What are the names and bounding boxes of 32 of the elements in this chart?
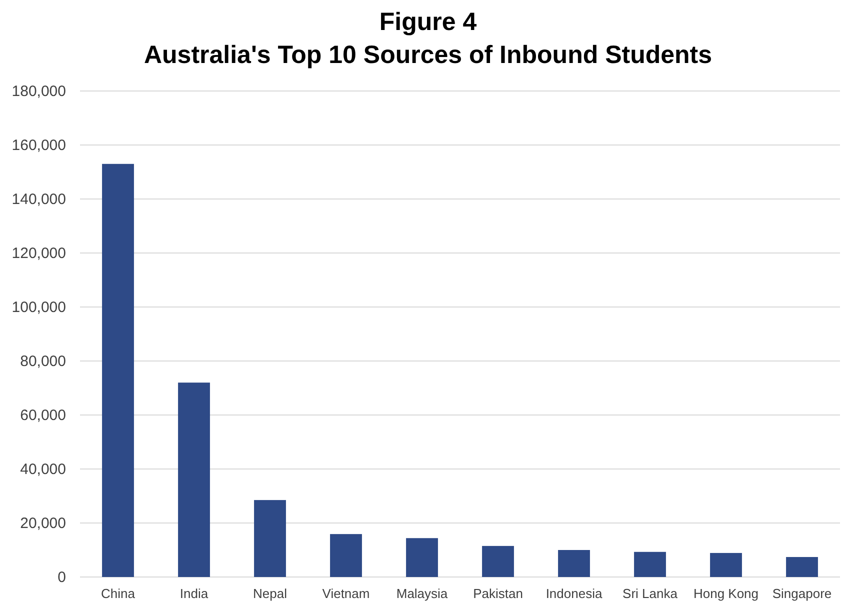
bar bbox=[406, 538, 438, 577]
x-tick-label: China bbox=[101, 586, 136, 602]
x-tick-label: Indonesia bbox=[546, 586, 603, 602]
bar bbox=[558, 550, 590, 577]
x-tick-label: Sri Lanka bbox=[622, 586, 678, 602]
x-tick-label: Pakistan bbox=[473, 586, 523, 602]
bar bbox=[482, 546, 514, 577]
y-tick-label: 80,000 bbox=[20, 352, 66, 370]
chart-title: Figure 4 bbox=[379, 8, 477, 36]
bar bbox=[254, 500, 286, 577]
y-tick-label: 160,000 bbox=[12, 136, 66, 154]
x-tick-label: Malaysia bbox=[396, 586, 448, 602]
bar bbox=[710, 552, 742, 577]
y-tick-label: 0 bbox=[58, 568, 66, 586]
y-tick-label: 120,000 bbox=[12, 244, 66, 262]
bar bbox=[786, 557, 818, 577]
x-tick-label: Singapore bbox=[772, 586, 832, 602]
y-tick-label: 60,000 bbox=[20, 406, 66, 424]
x-tick-label: India bbox=[180, 586, 209, 602]
x-tick-label: Vietnam bbox=[322, 586, 370, 602]
y-tick-label: 100,000 bbox=[12, 298, 66, 316]
y-tick-label: 140,000 bbox=[12, 190, 66, 208]
bar bbox=[634, 552, 666, 577]
y-tick-label: 40,000 bbox=[20, 460, 66, 478]
y-tick-label: 20,000 bbox=[20, 514, 66, 532]
bar bbox=[330, 534, 362, 577]
x-tick-label: Hong Kong bbox=[693, 586, 759, 602]
chart-subtitle: Australia's Top 10 Sources of Inbound Students bbox=[144, 41, 712, 69]
y-tick-label: 180,000 bbox=[12, 82, 66, 100]
bar bbox=[178, 382, 210, 577]
x-tick-label: Nepal bbox=[253, 586, 288, 602]
bar bbox=[102, 164, 134, 577]
